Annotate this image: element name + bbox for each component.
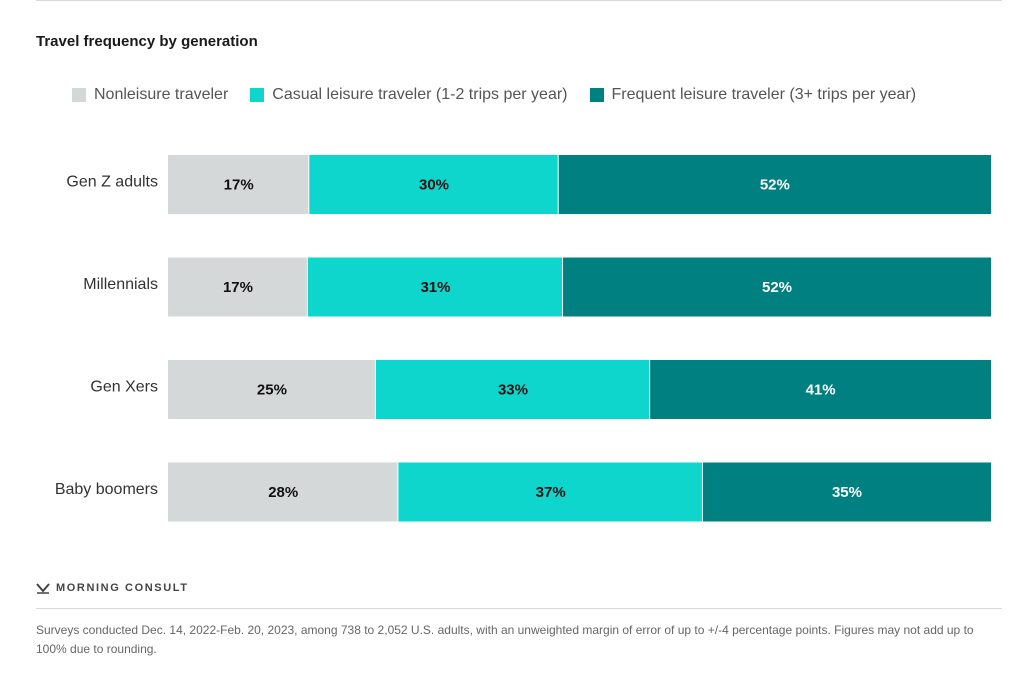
data-label-frequent: 41% (806, 381, 836, 398)
bar-nonleisure (168, 360, 375, 419)
category-label: Gen Z adults (66, 174, 158, 191)
legend-label-casual: Casual leisure traveler (1-2 trips per y… (272, 86, 568, 103)
bar-nonleisure (168, 257, 307, 317)
brand-name: MORNING CONSULT (56, 582, 189, 594)
stacked-bar-chart: Gen Z adults 17% 30% 52% Millennials 17% 31% 52… (55, 155, 991, 522)
category-label: Millennials (83, 276, 158, 293)
morning-consult-logo-icon (36, 583, 50, 594)
bar-casual (309, 155, 558, 214)
legend-item-nonleisure: Nonleisure traveler (72, 86, 228, 104)
category-label: Baby boomers (55, 481, 158, 498)
data-label-casual: 33% (498, 381, 528, 398)
brand: MORNING CONSULT (36, 582, 189, 594)
data-label-frequent: 35% (832, 484, 862, 501)
bar-nonleisure (168, 155, 309, 214)
legend-label-frequent: Frequent leisure traveler (3+ trips per … (611, 86, 917, 103)
data-label-nonleisure: 28% (268, 484, 298, 501)
bar-frequent (563, 257, 991, 317)
bar-frequent (702, 462, 991, 522)
data-label-casual: 31% (420, 279, 450, 296)
bar-frequent (558, 155, 991, 214)
footnote: Surveys conducted Dec. 14, 2022-Feb. 20,… (36, 623, 974, 656)
legend-swatch-frequent (589, 88, 604, 102)
category-label: Gen Xers (90, 379, 158, 396)
data-label-casual: 37% (536, 484, 566, 501)
bar-frequent (650, 360, 991, 419)
data-label-nonleisure: 25% (257, 381, 287, 398)
bar-nonleisure (168, 462, 398, 522)
bar-casual (307, 257, 563, 317)
bar-casual (375, 360, 650, 419)
legend-swatch-nonleisure (72, 88, 86, 102)
data-label-frequent: 52% (762, 279, 792, 296)
legend: Nonleisure traveler Casual leisure trave… (72, 86, 916, 104)
data-label-nonleisure: 17% (223, 279, 253, 296)
legend-label-nonleisure: Nonleisure traveler (94, 86, 229, 103)
bar-casual (398, 462, 702, 522)
bottom-divider (36, 608, 1002, 609)
legend-item-frequent: Frequent leisure traveler (3+ trips per … (589, 86, 917, 104)
legend-swatch-casual (250, 88, 265, 102)
legend-item-casual: Casual leisure traveler (1-2 trips per y… (250, 86, 568, 104)
data-label-nonleisure: 17% (224, 176, 254, 193)
data-label-casual: 30% (419, 176, 449, 193)
top-divider (36, 0, 1002, 1)
chart-title: Travel frequency by generation (36, 33, 258, 50)
data-label-frequent: 52% (760, 176, 790, 193)
